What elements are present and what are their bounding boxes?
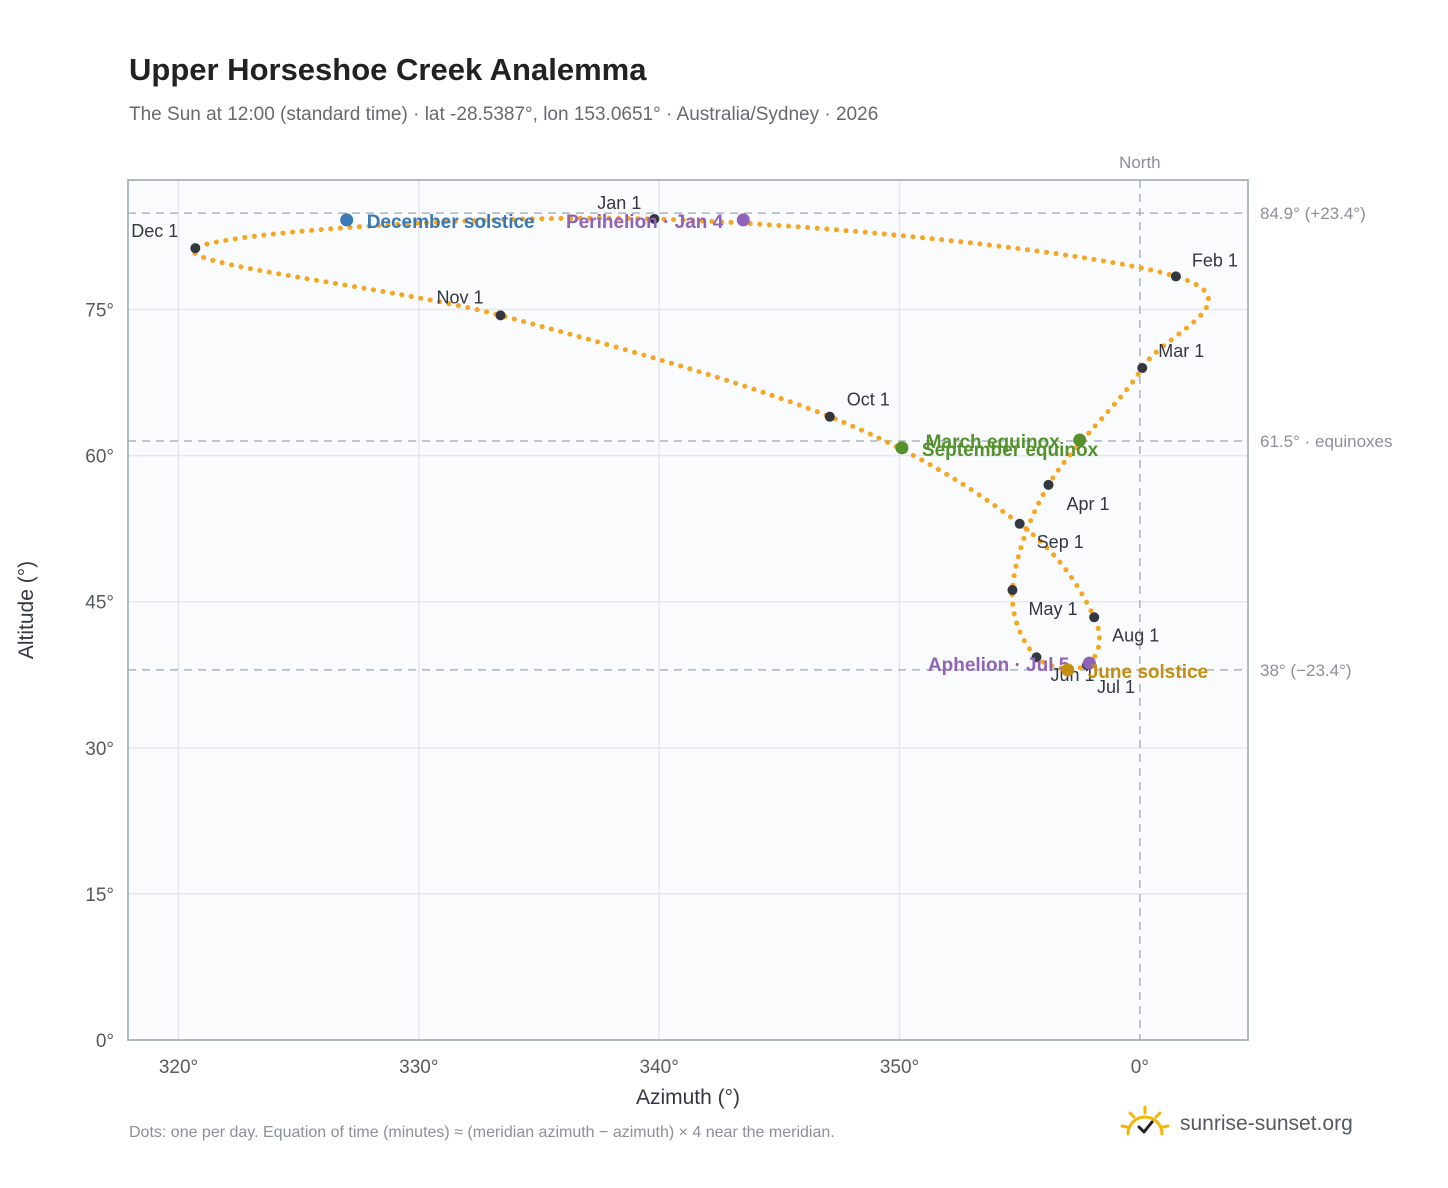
event-marker <box>895 441 909 455</box>
y-tick-label: 30° <box>85 739 114 760</box>
month-label: Jul 1 <box>1097 677 1135 697</box>
footnote: Dots: one per day. Equation of time (min… <box>129 1124 835 1141</box>
month-label: Feb 1 <box>1192 250 1238 270</box>
reference-label: 61.5° · equinoxes <box>1260 432 1393 451</box>
month-label: May 1 <box>1028 599 1077 619</box>
y-tick-label: 45° <box>85 593 114 614</box>
event-label: Perihelion · Jan 4 <box>566 212 724 233</box>
x-axis-label: Azimuth (°) <box>636 1086 740 1109</box>
month-marker <box>649 213 660 224</box>
y-tick-label: 60° <box>85 447 114 468</box>
axes: 320° 330° 340° 350° 0° 0° 15° 30° 45° 60° 75° Azimu… <box>15 301 1149 1109</box>
event-markers: December solstice Perihelion · Jan 4 March… <box>340 212 1208 683</box>
sun-logo-icon <box>1120 1105 1170 1136</box>
month-marker <box>190 243 201 254</box>
reference-label: 84.9° (+23.4°) <box>1260 204 1366 223</box>
event-label: September equinox <box>922 440 1099 461</box>
month-marker <box>1170 271 1181 282</box>
y-tick-label: 15° <box>85 885 114 906</box>
month-label: Oct 1 <box>847 390 890 410</box>
reference-lines: North 84.9° (+23.4°) 61.5° · equinoxes 38° … <box>128 153 1393 1040</box>
brand[interactable]: sunrise-sunset.org <box>1120 1102 1353 1146</box>
x-tick-label: 320° <box>159 1057 198 1078</box>
month-marker <box>1031 652 1042 663</box>
y-axis-label: Altitude (°) <box>15 561 38 659</box>
x-tick-label: 0° <box>1131 1057 1149 1078</box>
month-marker <box>495 310 506 321</box>
plot-frame <box>127 179 1249 1041</box>
month-label: Dec 1 <box>131 221 178 241</box>
reference-label: 38° (−23.4°) <box>1260 661 1352 680</box>
plot-background <box>128 180 1248 1040</box>
month-label: Apr 1 <box>1067 494 1110 514</box>
event-label: Aphelion · Jul 5 <box>928 655 1070 676</box>
event-marker <box>1073 433 1087 447</box>
brand-name: sunrise-sunset.org <box>1180 1112 1353 1135</box>
event-label: March equinox <box>926 432 1061 453</box>
x-tick-label: 330° <box>399 1057 438 1078</box>
month-label: Nov 1 <box>437 287 484 307</box>
x-tick-label: 340° <box>640 1057 679 1078</box>
month-label: Aug 1 <box>1112 625 1159 645</box>
x-tick-label: 350° <box>880 1057 919 1078</box>
month-marker <box>1043 479 1054 490</box>
month-marker <box>824 411 835 422</box>
month-marker <box>1089 612 1100 623</box>
event-marker <box>1082 656 1096 670</box>
event-marker <box>340 213 354 227</box>
event-label: December solstice <box>367 212 535 233</box>
chart-subtitle: The Sun at 12:00 (standard time) · lat -… <box>129 104 879 125</box>
event-marker <box>736 213 750 227</box>
month-marker <box>1007 585 1018 596</box>
event-label: June solstice <box>1088 662 1208 683</box>
month-label: Mar 1 <box>1158 341 1204 361</box>
north-label: North <box>1119 153 1161 172</box>
chart-title: Upper Horseshoe Creek Analemma <box>129 52 647 87</box>
month-label: Jan 1 <box>597 193 641 213</box>
y-tick-label: 0° <box>96 1031 114 1052</box>
month-label: Sep 1 <box>1037 532 1084 552</box>
month-marker <box>1137 362 1148 373</box>
month-marker <box>1014 518 1025 529</box>
event-marker <box>1061 663 1075 677</box>
y-tick-label: 75° <box>85 301 114 322</box>
